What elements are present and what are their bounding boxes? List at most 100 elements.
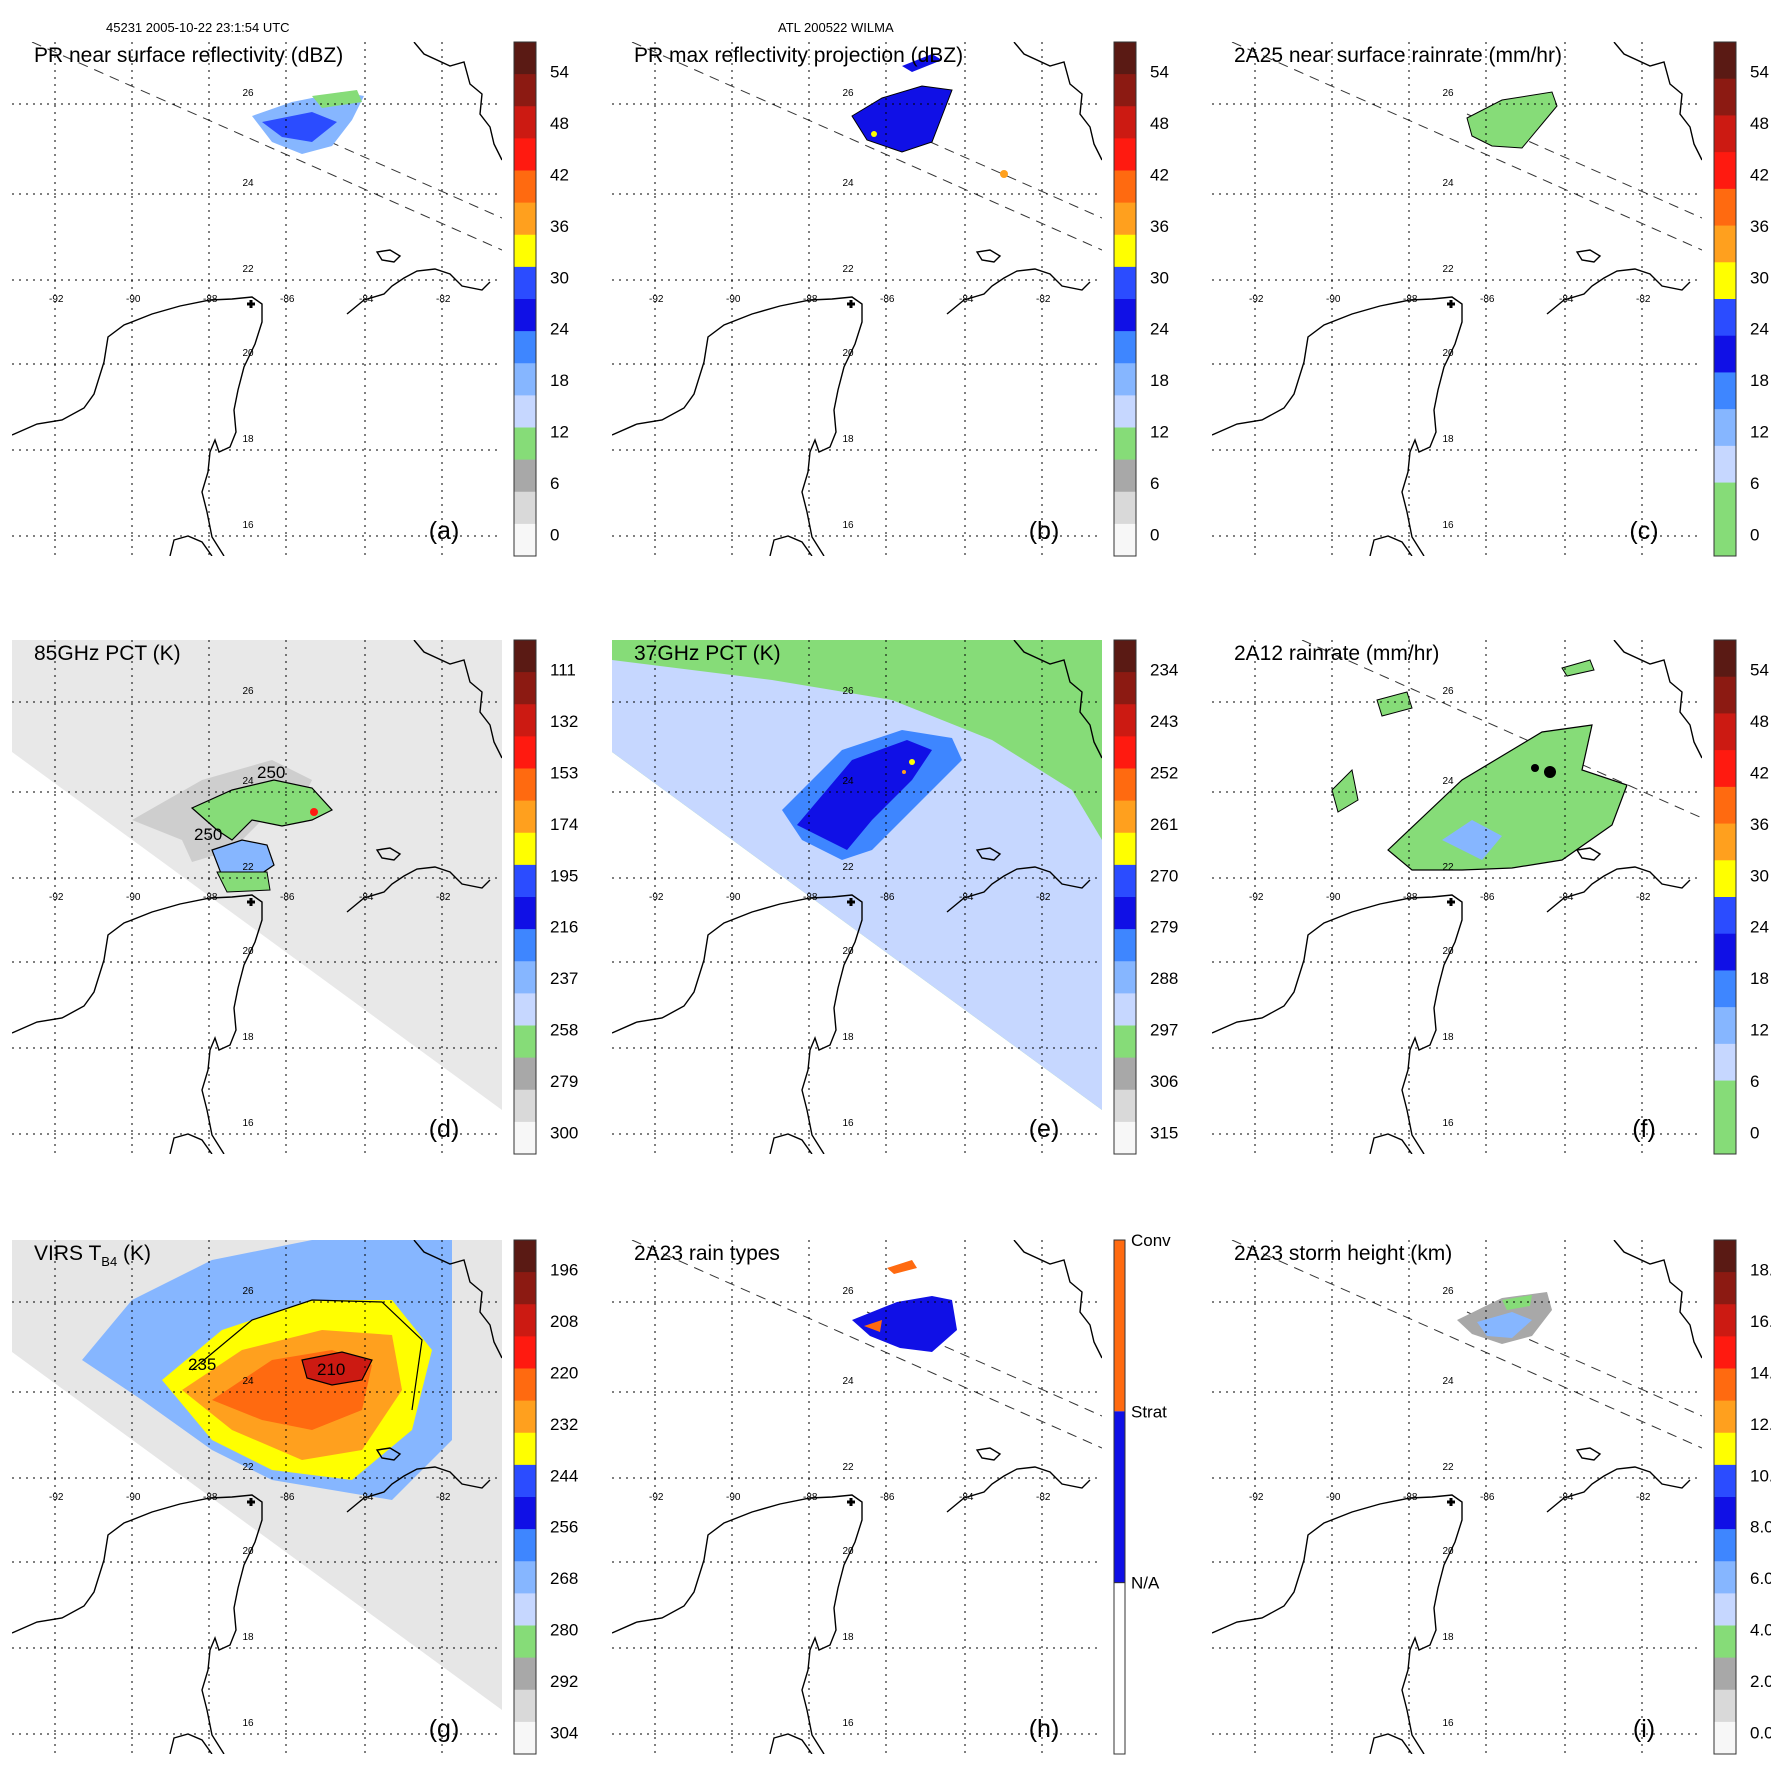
lat-tick-label: 26 [1442,686,1454,697]
lon-tick-label: -90 [126,892,141,903]
colorbar-tick-label: 270 [1150,866,1178,885]
colorbar-tick-label: 30 [1150,268,1169,287]
lat-tick-label: 24 [1442,776,1454,787]
colorbar-band [514,864,536,898]
colorbar-tick-label: 18 [1750,969,1769,988]
colorbar-tick-label: 234 [1150,661,1178,680]
colorbar-band [1114,800,1136,834]
colorbar-band [514,961,536,994]
lat-tick-label: 18 [1442,1632,1454,1643]
coastline [1575,249,1602,263]
lat-tick-label: 18 [242,1032,254,1043]
map-area [612,640,1102,1154]
colorbar-band [1114,704,1136,737]
colorbar-tick-label: 14.0 [1750,1364,1771,1383]
colorbar-tick-label: 279 [550,1072,578,1091]
colorbar-tick-label: 54 [1150,63,1169,82]
storm-center-marker [1447,300,1455,308]
lon-tick-label: -92 [1249,892,1264,903]
colorbar-tick-label: 24 [550,320,569,339]
coastline [12,296,263,556]
coldest-core [301,1351,373,1386]
lat-tick-label: 26 [1442,1286,1454,1297]
lon-tick-label: -82 [436,1492,451,1503]
lat-tick-label: 24 [1442,178,1454,189]
colorbar-band [1714,1043,1736,1082]
coastline [946,866,1091,913]
lat-tick-label: 16 [842,1118,854,1129]
lon-tick-label: -88 [1403,294,1418,305]
coastline [169,535,213,556]
colorbar-band [514,672,536,705]
colorbar-tick-label: 24 [1750,320,1769,339]
panel-letter: (h) [1029,1715,1060,1743]
colorbar-band [514,202,536,236]
colorbar-band [1114,640,1136,673]
colorbar-band [1714,1368,1736,1402]
colorbar-band [514,1336,536,1369]
colorbar-tick-label: 0 [1750,525,1759,544]
colorbar-band [1114,170,1136,204]
lon-tick-label: -88 [803,294,818,305]
colorbar-tick-label: 252 [1150,764,1178,783]
colorbar-tick-label: 261 [1150,815,1178,834]
colorbar-band [1114,523,1136,557]
lat-tick-label: 26 [842,88,854,99]
colorbar-tick-label: Strat [1131,1402,1167,1421]
colorbar-band [514,1593,536,1626]
colorbar-band [1714,1625,1736,1659]
echo-region [262,112,337,142]
colorbar-tick-label: 18.0 [1750,1261,1771,1280]
coastline [413,1240,502,1359]
colorbar: 54 48 42 36 30 24 18 12 6 0 [1713,41,1769,557]
panel-title: PR max reflectivity projection (dBZ) [634,44,963,67]
colorbar-tick-label: 111 [550,661,576,680]
lon-tick-label: -90 [1326,1492,1341,1503]
colorbar-band [1714,445,1736,484]
colorbar-band [514,1304,536,1337]
colorbar-band [514,800,536,834]
colorbar-tick-label: 0 [1150,525,1159,544]
convective-region [864,1320,882,1332]
deep-convection-cell [909,759,915,765]
colorbar-tick-label: 42 [1150,166,1169,185]
lon-tick-label: -88 [203,892,218,903]
colorbar-tick-label: 30 [1750,268,1769,287]
swath-edge [1231,1240,1702,1449]
panel-letter: (c) [1629,517,1658,545]
colorbar-band [1714,519,1736,557]
colorbar-tick-label: 12.0 [1750,1415,1771,1434]
lon-tick-label: -88 [1403,1492,1418,1503]
coastline [975,847,1002,861]
lon-tick-label: -86 [280,294,295,305]
panel-e: -92 -90 -88 -86 -84 -82 26 24 22 20 18 16 37GHz PCT … [612,639,1178,1155]
rain-region [1387,724,1628,871]
lon-tick-label: -92 [1249,294,1264,305]
swath-edge [1301,640,1702,819]
panel-b: -92 -90 -88 -86 -84 -82 26 24 22 20 18 16 PR max ref… [612,41,1169,557]
colorbar-tick-label: 16.0 [1750,1312,1771,1331]
swath-edge [631,1240,1102,1449]
lat-tick-label: 20 [842,1546,854,1557]
colorbar-band [514,331,536,364]
colorbar-tick-label: 24 [1150,320,1169,339]
panel-d: 250 250 -92 -90 -88 -86 -84 -82 26 24 22 20 18 16 85GH… [12,639,578,1155]
panel-letter: (d) [429,1115,460,1143]
coastline [612,1494,863,1754]
lat-tick-label: 22 [1442,862,1454,873]
coastline [1613,42,1702,161]
lat-tick-label: 22 [842,1462,854,1473]
lat-tick-label: 18 [842,434,854,445]
lat-tick-label: 16 [242,1118,254,1129]
rain-region [1442,820,1502,860]
lat-tick-label: 26 [842,1286,854,1297]
colorbar-band [1114,672,1136,705]
rain-region [1561,659,1595,677]
colorbar-band [1714,750,1736,788]
lon-tick-label: -86 [880,294,895,305]
colorbar-band [1714,225,1736,263]
colorbar-band [1714,409,1736,447]
colorbar: 196 208 220 232 244 256 268 280 292 304 [513,1239,578,1755]
colorbar-band [1114,42,1136,75]
map-area [1212,1240,1702,1754]
